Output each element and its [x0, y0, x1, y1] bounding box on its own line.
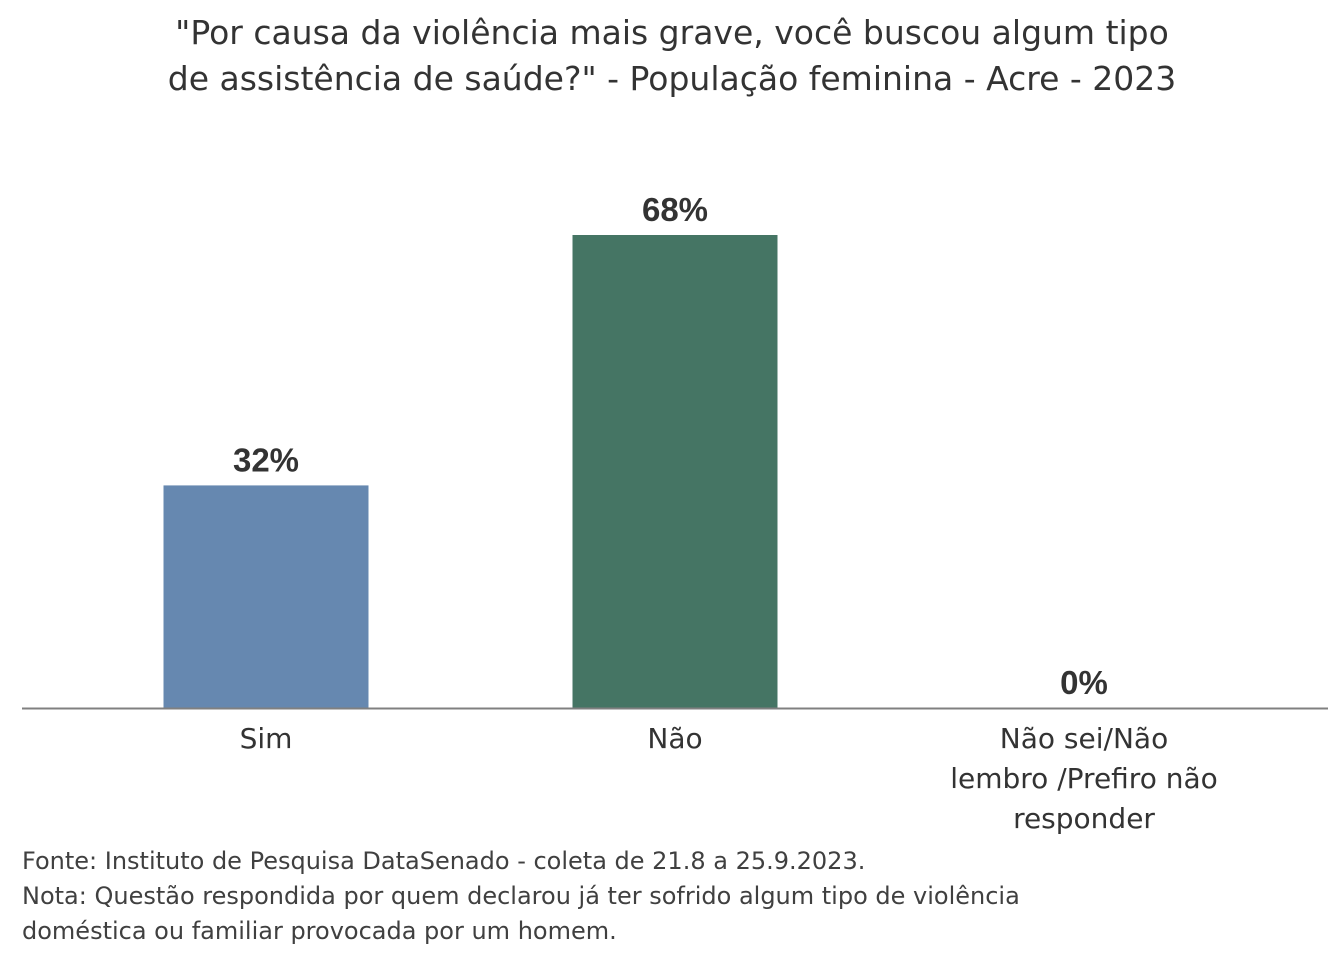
chart-title: "Por causa da violência mais grave, você…	[0, 10, 1344, 102]
category-labels-group: Sim Não Não sei/Não lembro /Prefiro não resp…	[240, 722, 1218, 835]
note-text-line-2: doméstica ou familiar provocada por um h…	[22, 917, 617, 945]
category-label-2-line-0: Não sei/Não	[1000, 722, 1168, 755]
bar-1	[572, 235, 778, 708]
data-labels-group: 32% 68% 0%	[233, 191, 1108, 701]
data-label-2: 0%	[1060, 664, 1108, 701]
chart-title-line-2: de assistência de saúde?" - População fe…	[167, 59, 1177, 98]
category-label-2-line-1: lembro /Prefiro não	[950, 762, 1218, 795]
category-label-0-line-0: Sim	[240, 722, 293, 755]
chart-footer: Fonte: Instituto de Pesquisa DataSenado …	[22, 844, 1322, 949]
data-label-0: 32%	[233, 441, 299, 478]
chart-title-line-1: "Por causa da violência mais grave, você…	[175, 13, 1169, 52]
note-text-line-1: Nota: Questão respondida por quem declar…	[22, 882, 1020, 910]
category-label-1-line-0: Não	[647, 722, 702, 755]
bar-0	[163, 485, 369, 708]
source-text: Fonte: Instituto de Pesquisa DataSenado …	[22, 847, 866, 875]
bars-group	[163, 235, 778, 708]
category-label-2-line-2: responder	[1013, 802, 1155, 835]
data-label-1: 68%	[642, 191, 708, 228]
